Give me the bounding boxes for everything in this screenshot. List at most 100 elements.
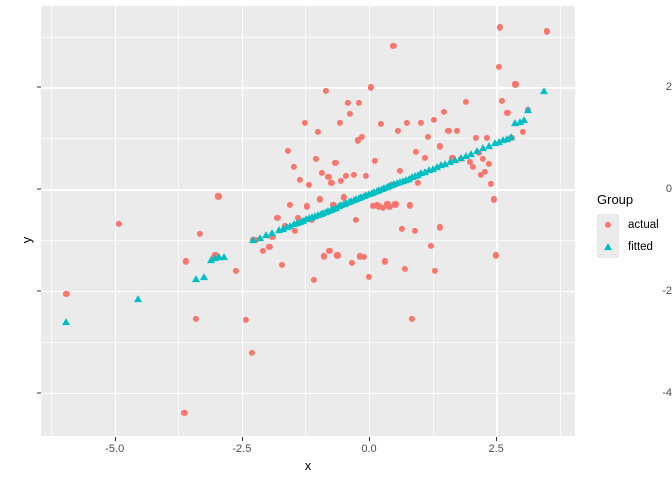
- plot-panel: [41, 6, 575, 436]
- data-point-fitted: [519, 116, 528, 124]
- data-point-actual: [326, 248, 333, 255]
- data-point-actual: [350, 171, 357, 179]
- gridline-major-vertical: [369, 6, 371, 436]
- x-tick-label: 0.0: [361, 443, 377, 455]
- data-point-actual: [317, 196, 324, 203]
- data-point-fitted: [278, 225, 287, 233]
- data-point-actual: [386, 203, 393, 211]
- data-point-fitted: [523, 105, 532, 113]
- gridline-minor-horizontal: [41, 240, 575, 241]
- data-point-actual: [406, 202, 413, 209]
- x-tick-mark: [369, 437, 371, 441]
- x-tick-label: -5.0: [105, 443, 125, 455]
- data-point-actual: [287, 201, 294, 209]
- data-point-actual: [311, 276, 318, 283]
- data-point-actual: [266, 243, 273, 250]
- y-tick-mark: [37, 392, 41, 394]
- data-point-fitted: [461, 151, 470, 159]
- data-point-actual: [380, 204, 387, 212]
- data-point-actual: [315, 128, 322, 135]
- gridline-minor-horizontal: [41, 36, 575, 38]
- data-point-fitted: [274, 226, 283, 234]
- data-point-actual: [462, 98, 469, 105]
- data-point-actual: [360, 253, 368, 260]
- data-point-actual: [543, 28, 551, 35]
- data-point-actual: [499, 97, 506, 104]
- gridline-major-vertical: [496, 6, 498, 436]
- data-point-actual: [411, 227, 418, 235]
- legend-item-fitted[interactable]: fitted: [597, 236, 672, 258]
- gridline-minor-vertical: [178, 6, 179, 436]
- data-point-actual: [348, 259, 355, 267]
- y-tick-mark: [37, 290, 41, 292]
- data-point-actual: [322, 87, 329, 95]
- data-point-fitted: [215, 253, 223, 261]
- data-point-actual: [305, 182, 313, 189]
- data-point-actual: [342, 172, 349, 180]
- x-axis-title: x: [304, 458, 312, 473]
- data-point-actual: [477, 171, 484, 179]
- legend-label: actual: [628, 219, 659, 231]
- data-point-actual: [232, 267, 239, 274]
- data-point-actual: [367, 84, 375, 91]
- data-point-actual: [358, 134, 365, 141]
- gridline-major-vertical: [114, 6, 117, 436]
- data-point-actual: [504, 109, 511, 116]
- data-point-actual: [115, 220, 122, 227]
- data-point-actual: [284, 147, 291, 154]
- data-point-fitted: [466, 149, 475, 157]
- data-point-fitted: [220, 253, 229, 261]
- data-point-fitted: [441, 159, 450, 167]
- data-point-actual: [512, 81, 519, 88]
- data-point-actual: [181, 410, 188, 417]
- data-point-actual: [334, 252, 341, 259]
- gridline-minor-vertical: [51, 6, 52, 436]
- data-point-actual: [372, 157, 379, 164]
- gridline-minor-vertical: [559, 6, 561, 436]
- y-tick-label: 0: [665, 183, 672, 196]
- data-point-actual: [370, 202, 377, 210]
- data-point-actual: [441, 108, 448, 115]
- data-point-fitted: [416, 169, 425, 177]
- gridline-major-horizontal: [41, 189, 575, 191]
- data-point-fitted: [249, 236, 258, 244]
- data-point-fitted: [511, 119, 520, 127]
- data-point-actual: [470, 163, 477, 170]
- data-point-actual: [491, 196, 498, 203]
- data-point-actual: [248, 349, 256, 357]
- data-point-actual: [398, 225, 405, 232]
- data-point-actual: [376, 203, 383, 210]
- data-point-fitted: [192, 275, 201, 283]
- data-point-actual: [445, 128, 452, 135]
- data-point-actual: [427, 243, 435, 250]
- data-point-actual: [472, 135, 479, 142]
- data-point-actual: [424, 134, 432, 141]
- data-point-fitted: [255, 233, 264, 241]
- data-point-actual: [296, 176, 303, 184]
- data-point-fitted: [429, 164, 438, 172]
- data-point-fitted: [425, 166, 434, 174]
- triangle-marker-icon: [604, 243, 612, 251]
- data-point-actual: [292, 227, 299, 235]
- legend-key-actual: [597, 214, 619, 236]
- data-point-actual: [382, 258, 389, 265]
- gridline-major-horizontal: [41, 87, 575, 89]
- data-point-fitted: [451, 155, 460, 163]
- data-point-actual: [479, 155, 487, 162]
- data-point-actual: [431, 116, 438, 124]
- data-point-fitted: [485, 142, 494, 150]
- x-tick-mark: [241, 437, 243, 441]
- data-point-actual: [401, 265, 408, 272]
- x-tick-mark: [114, 437, 116, 441]
- data-point-fitted: [420, 168, 429, 176]
- data-point-actual: [242, 316, 250, 324]
- data-point-actual: [301, 119, 309, 127]
- data-point-actual: [354, 137, 361, 144]
- data-point-fitted: [499, 136, 508, 144]
- legend-item-actual[interactable]: actual: [597, 214, 672, 236]
- data-point-actual: [290, 163, 297, 170]
- data-point-actual: [196, 230, 203, 238]
- data-point-fitted: [446, 157, 455, 165]
- data-point-fitted: [503, 134, 512, 142]
